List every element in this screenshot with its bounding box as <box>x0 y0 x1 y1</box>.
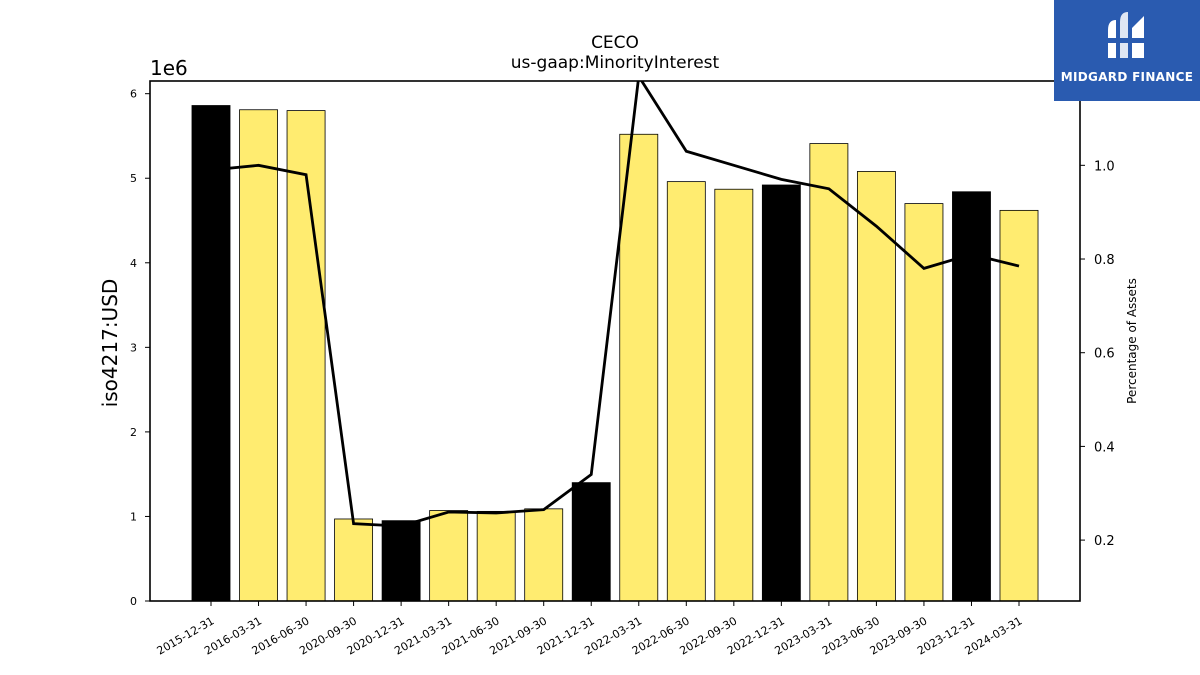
bar-2021-03-31 <box>429 510 469 602</box>
bar-2016-03-31 <box>239 109 278 602</box>
bar-2022-06-30 <box>666 181 706 602</box>
plot-frame <box>149 80 1081 602</box>
bar-2022-03-31 <box>619 133 659 602</box>
y-tick-label: 3 <box>130 341 137 354</box>
y-axis-label: iso4217:USD <box>98 279 122 408</box>
logo-text: MIDGARD FINANCE <box>1060 70 1194 84</box>
bar-2021-09-30 <box>524 508 564 602</box>
y-tick-label: 5 <box>130 172 137 185</box>
line-layer <box>210 81 1020 528</box>
bar-2023-12-31 <box>952 191 991 602</box>
y-right-tick-label: 0.6 <box>1094 347 1115 362</box>
y-tick-label: 1 <box>130 510 137 523</box>
bar-2016-06-30 <box>286 110 326 602</box>
percentage-line <box>210 81 1020 528</box>
bar-2021-12-31 <box>571 482 611 602</box>
bars-layer <box>191 105 1039 602</box>
chart-subtitle: us-gaap:MinorityInterest <box>511 53 720 73</box>
midgard-finance-logo: MIDGARD FINANCE <box>1054 0 1200 101</box>
midgard-logo-icon <box>1107 12 1145 58</box>
y-tick-label: 0 <box>130 595 137 608</box>
y-tick-label: 2 <box>130 426 137 439</box>
bar-2023-06-30 <box>856 171 896 602</box>
y-offset-label: 1e6 <box>150 56 188 80</box>
bar-2020-12-31 <box>381 520 421 602</box>
bar-2024-03-31 <box>999 209 1039 602</box>
bar-2021-06-30 <box>476 510 516 602</box>
bar-2023-03-31 <box>809 143 849 602</box>
bar-2022-12-31 <box>761 184 801 602</box>
y-tick-label: 6 <box>130 88 137 101</box>
y-right-tick-label: 0.4 <box>1094 440 1115 455</box>
y-right-tick-label: 0.8 <box>1094 253 1115 268</box>
y-right-tick-label: 0.2 <box>1094 534 1115 549</box>
y-tick-label: 4 <box>130 257 137 270</box>
y-axis-right-label: Percentage of Assets <box>1125 278 1139 404</box>
bar-2020-09-30 <box>334 518 374 602</box>
y-right-tick-label: 1.0 <box>1094 159 1115 174</box>
chart-title: CECO <box>591 33 639 53</box>
bar-2022-09-30 <box>714 188 754 602</box>
bar-2015-12-31 <box>191 105 231 602</box>
